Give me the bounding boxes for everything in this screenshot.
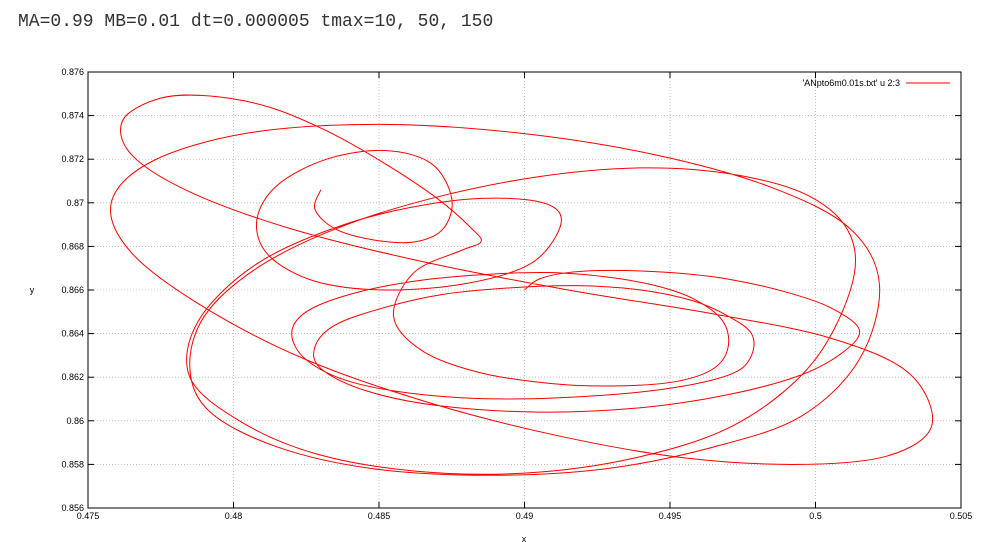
- y-tick-label: 0.872: [61, 154, 84, 164]
- caption: MA=0.99 MB=0.01 dt=0.000005 tmax=10, 50,…: [18, 12, 494, 32]
- y-tick-label: 0.864: [61, 329, 84, 339]
- y-tick-label: 0.862: [61, 372, 84, 382]
- series-line: [110, 94, 934, 476]
- y-axis-label: y: [30, 285, 35, 295]
- ticks: 0.856 0.858 0.86 0.862 0.864 0.866 0.868 0.87 0.…: [61, 67, 972, 521]
- y-tick-label: 0.876: [61, 67, 84, 77]
- y-tick-label: 0.87: [66, 198, 84, 208]
- x-tick-label: 0.485: [368, 511, 391, 521]
- x-tick-label: 0.475: [77, 511, 100, 521]
- series-layer: [110, 94, 934, 476]
- y-tick-label: 0.874: [61, 111, 84, 121]
- x-tick-label: 0.49: [516, 511, 534, 521]
- x-tick-label: 0.505: [950, 511, 973, 521]
- y-tick-label: 0.866: [61, 285, 84, 295]
- legend-label: 'ANpto6m0.01s.txt' u 2:3: [803, 78, 901, 88]
- x-tick-label: 0.48: [225, 511, 243, 521]
- y-tick-label: 0.86: [66, 416, 84, 426]
- y-tick-label: 0.856: [61, 503, 84, 513]
- x-tick-label: 0.5: [809, 511, 822, 521]
- legend: 'ANpto6m0.01s.txt' u 2:3: [803, 78, 950, 88]
- x-axis-label: x: [522, 534, 527, 542]
- y-tick-label: 0.858: [61, 459, 84, 469]
- y-tick-label: 0.868: [61, 241, 84, 251]
- plot-border: [87, 71, 962, 509]
- grid: [88, 72, 961, 508]
- x-tick-label: 0.495: [659, 511, 682, 521]
